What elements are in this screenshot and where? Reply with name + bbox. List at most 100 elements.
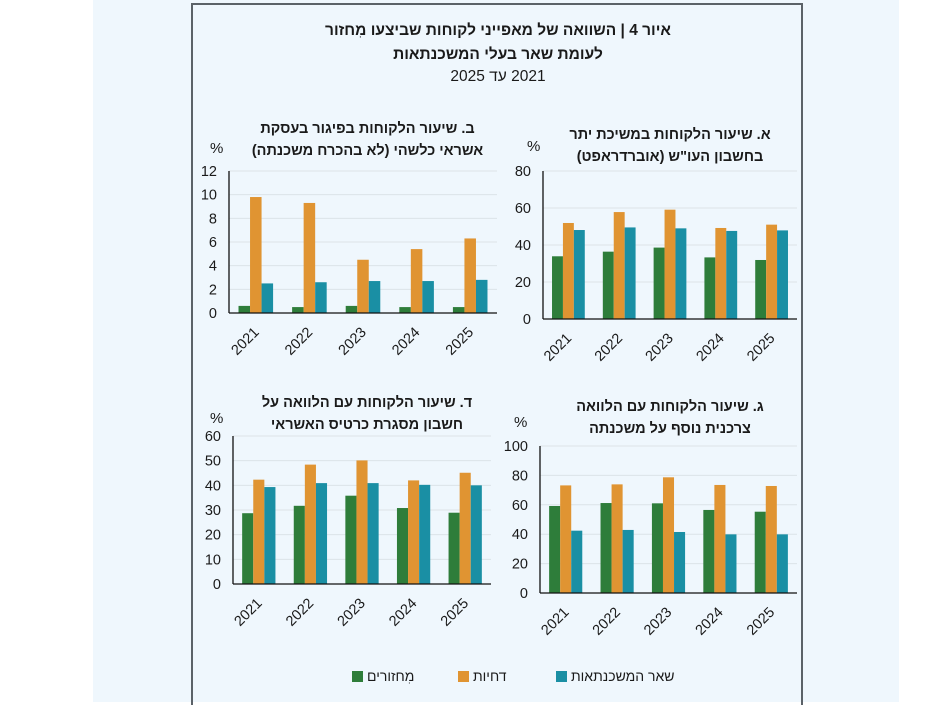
chart-d-ytick-label: 60 (205, 429, 221, 445)
chart-b-ytick-label: 8 (209, 211, 217, 227)
chart-d-xtick-label: 2025 (438, 596, 472, 630)
chart-b-bar-2024-series1 (410, 249, 423, 313)
chart-b-bar-2025-series0 (452, 307, 465, 313)
chart-b-title: ב. שיעור הלקוחות בפיגור בעסקת אשראי כלשה… (230, 118, 505, 162)
chart-d-title: ד. שיעור הלקוחות עם הלוואה על חשבון מסגר… (232, 392, 502, 436)
chart-a-title-line2: בחשבון העו"ש (אוברדראפט) (576, 149, 764, 165)
chart-d-bar-2023-series1 (356, 460, 368, 584)
chart-d-bar-2023-series2 (367, 483, 379, 584)
legend-label-other-mortgages: שאר המשכנתאות (571, 668, 675, 684)
chart-b-bar-2021-series2 (261, 283, 274, 313)
figure-title: איור 4 | השוואה של מאפייני לקוחות שביצעו… (325, 22, 671, 39)
chart-d-ylabel: % (210, 410, 224, 427)
chart-b-xtick-label: 2022 (282, 325, 316, 359)
chart-d-bar-2022-series0 (293, 505, 305, 584)
chart-g-bar-2024-series2 (725, 534, 737, 593)
chart-g-title-line2: צרכנית נוסף על משכנתה (589, 421, 751, 437)
chart-a-ytick-label: 60 (515, 201, 531, 217)
chart-b-ylabel: % (210, 140, 224, 157)
chart-a-title: א. שיעור הלקוחות במשיכת יתר בחשבון העו"ש… (545, 124, 795, 168)
chart-d-ytick-label: 10 (205, 552, 221, 568)
legend-swatch-green (352, 670, 363, 682)
chart-a-bar-2023-series1 (664, 209, 676, 319)
chart-b-xtick-label: 2025 (443, 325, 477, 359)
chart-d-ytick-label: 20 (205, 528, 221, 544)
legend-label-refinancing: מִחזורים (367, 668, 415, 684)
chart-a-xtick-label: 2024 (693, 331, 727, 365)
chart-a-ytick-label: 20 (515, 275, 531, 291)
legend-item-rejections: דחיות (458, 668, 507, 684)
chart-g-bar-2023-series1 (662, 477, 675, 593)
chart-b-bar-2023-series0 (345, 305, 358, 313)
chart-a: 0 20 40 60 80 2021 2022 2023 2024 2025 (515, 164, 797, 365)
chart-b-title-line1: ב. שיעור הלקוחות בפיגור בעסקת (260, 121, 475, 137)
chart-g-ytick-label: 20 (512, 557, 528, 573)
chart-d-ytick-label: 50 (205, 454, 221, 470)
chart-d-bar-2023-series0 (345, 495, 357, 584)
chart-b-ytick-label: 0 (209, 306, 217, 322)
chart-d-bar-2024-series2 (419, 484, 431, 584)
chart-d-bar-2021-series1 (253, 479, 265, 584)
figure-title-line2: לעומת שאר בעלי המשכנתאות (393, 46, 603, 63)
chart-a-bar-2024-series0 (704, 257, 716, 319)
chart-a-bar-2024-series1 (715, 227, 727, 319)
chart-g-ytick-label: 80 (512, 468, 528, 484)
chart-g-xtick-label: 2024 (693, 605, 727, 639)
legend-swatch-orange (458, 670, 469, 682)
chart-d-xtick-label: 2021 (231, 596, 265, 630)
chart-g-ytick-label: 100 (504, 439, 528, 455)
chart-a-xtick-label: 2023 (643, 331, 677, 365)
chart-d-bar-2024-series0 (396, 508, 409, 584)
legend-item-refinancing: מִחזורים (352, 668, 414, 684)
chart-a-xtick-label: 2021 (541, 331, 575, 365)
chart-b-bar-2022-series1 (303, 202, 316, 313)
chart-a-bar-2025-series2 (777, 230, 788, 319)
legend-swatch-teal (556, 670, 567, 682)
legend-label-rejections: דחיות (473, 668, 507, 684)
chart-a-title-line1: א. שיעור הלקוחות במשיכת יתר (569, 127, 771, 143)
chart-g-title-line1: ג. שיעור הלקוחות עם הלוואה (576, 399, 764, 415)
figure-subtitle-years: 2021 עד 2025 (450, 68, 546, 85)
chart-g-bar-2022-series0 (600, 503, 612, 593)
chart-b-title-line2: אשראי כלשהי (לא בהכרח משכנתה) (251, 143, 484, 159)
chart-d-title-line2: חשבון מסגרת כרטיס האשראי (270, 417, 464, 433)
chart-g-bar-2025-series2 (776, 534, 788, 593)
chart-d-xtick-label: 2024 (386, 596, 420, 630)
figure-frame (191, 3, 803, 705)
chart-b-bar-2021-series1 (250, 197, 262, 313)
chart-a-bar-2025-series1 (766, 224, 778, 319)
chart-d-ytick-label: 40 (205, 478, 221, 494)
chart-g-bar-2021-series1 (560, 485, 572, 593)
chart-a-bar-2023-series2 (675, 228, 687, 319)
chart-d-xtick-label: 2023 (335, 596, 369, 630)
chart-d-ytick-label: 30 (205, 503, 221, 519)
chart-g-ylabel: % (514, 414, 528, 431)
chart-g-title: ג. שיעור הלקוחות עם הלוואה צרכנית נוסף ע… (545, 396, 795, 440)
chart-a-bar-2024-series2 (726, 230, 738, 319)
chart-b-xtick-label: 2023 (336, 325, 370, 359)
chart-d-bar-2025-series2 (470, 485, 482, 584)
chart-d-bar-2021-series2 (264, 487, 276, 584)
chart-g-xtick-label: 2022 (590, 605, 624, 639)
chart-b-ytick-label: 2 (209, 282, 217, 298)
chart-d-xtick-label: 2022 (283, 596, 317, 630)
chart-a-bar-2023-series0 (653, 247, 665, 319)
chart-b-bar-2024-series0 (399, 307, 411, 313)
chart-g: 0 20 40 60 80 100 2021 2022 2023 2024 2025 (504, 439, 797, 639)
chart-g-xtick-label: 2025 (744, 605, 778, 639)
chart-b-bar-2025-series1 (464, 238, 476, 313)
chart-a-ylabel: % (527, 138, 541, 155)
chart-g-bar-2024-series1 (714, 484, 726, 593)
chart-b-ytick-label: 12 (201, 164, 217, 180)
chart-a-bar-2021-series1 (562, 222, 574, 319)
chart-g-bar-2021-series2 (571, 530, 583, 593)
chart-g-xtick-label: 2023 (641, 605, 675, 639)
chart-g-ytick-label: 40 (512, 527, 528, 543)
legend-item-other-mortgages: שאר המשכנתאות (556, 668, 675, 684)
chart-g-bar-2023-series2 (674, 531, 686, 593)
chart-b-bar-2023-series1 (357, 259, 369, 313)
chart-a-ytick-label: 0 (523, 312, 531, 328)
chart-d-bar-2025-series0 (448, 512, 460, 584)
chart-d-ytick-label: 0 (213, 577, 221, 593)
